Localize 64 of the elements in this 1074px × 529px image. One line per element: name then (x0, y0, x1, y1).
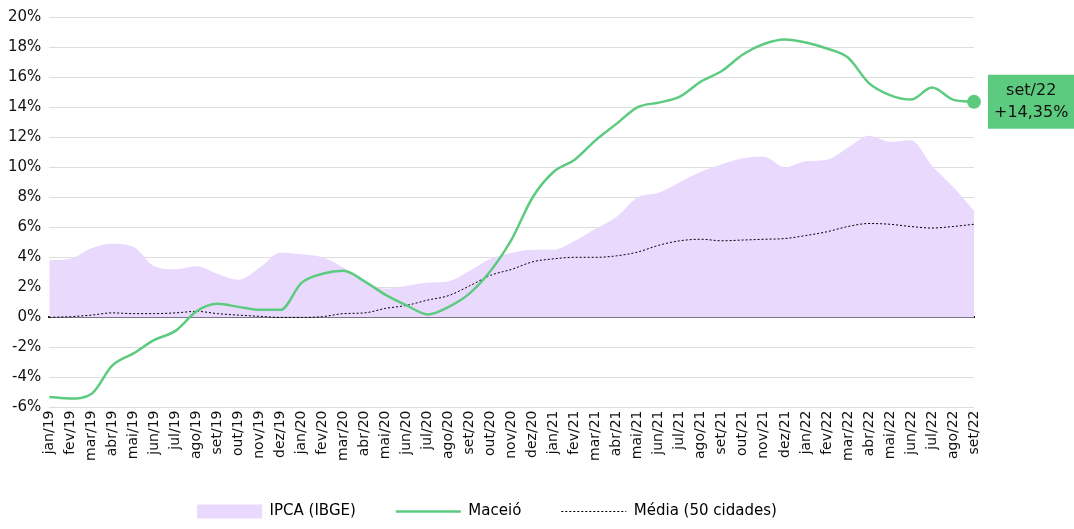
y-tick-label: 20% (8, 6, 42, 25)
x-tick-label: abr/20 (355, 410, 372, 457)
x-tick-label: fev/22 (817, 410, 834, 455)
x-tick-label: jun/20 (397, 410, 414, 456)
x-tick-label: jan/20 (292, 410, 309, 456)
legend-label: IPCA (IBGE) (269, 501, 356, 520)
y-tick-label: 10% (8, 157, 42, 176)
x-tick-label: jul/21 (670, 410, 687, 451)
y-tick-label: -6% (12, 397, 42, 416)
y-tick-label: 16% (8, 66, 42, 85)
y-tick-label: -4% (12, 367, 42, 386)
x-tick-label: jul/22 (922, 410, 939, 451)
x-tick-label: abr/21 (607, 410, 624, 457)
x-tick-label: mar/22 (838, 410, 855, 462)
x-tick-label: out/20 (481, 410, 498, 456)
y-tick-label: 8% (17, 187, 42, 206)
y-tick-label: 14% (8, 97, 42, 116)
x-tick-label: abr/19 (103, 410, 120, 457)
x-tick-label: mai/21 (628, 410, 645, 460)
x-tick-label: ago/21 (691, 410, 708, 460)
y-tick-label: 4% (17, 247, 42, 266)
x-tick-label: jan/19 (39, 410, 56, 456)
x-tick-label: mai/22 (880, 410, 897, 460)
y-tick-label: 18% (8, 36, 42, 55)
x-tick-label: jan/21 (544, 410, 561, 456)
x-tick-label: set/22 (964, 410, 981, 455)
x-tick-label: mar/21 (586, 410, 603, 462)
x-tick-label: nov/21 (754, 410, 771, 459)
y-tick-label: 0% (17, 307, 42, 326)
y-tick-label: 2% (17, 277, 42, 296)
y-tick-label: 6% (17, 217, 42, 236)
annotation: set/22 +14,35% (994, 80, 1069, 122)
x-tick-label: dez/20 (523, 410, 540, 458)
x-tick-label: jun/19 (145, 410, 162, 456)
x-tick-label: dez/21 (775, 410, 792, 458)
legend-label: Maceió (468, 501, 522, 520)
x-tick-label: nov/20 (502, 410, 519, 459)
x-tick-label: set/19 (208, 410, 225, 455)
y-tick-label: 12% (8, 127, 42, 146)
x-tick-label: ago/22 (943, 410, 960, 460)
x-tick-label: ago/20 (439, 410, 456, 460)
x-tick-label: out/21 (733, 410, 750, 456)
x-tick-label: dez/19 (271, 410, 288, 458)
legend-label: Média (50 cidades) (633, 501, 777, 520)
x-tick-label: set/20 (460, 410, 477, 455)
x-tick-label: ago/19 (187, 410, 204, 460)
x-tick-label: abr/22 (859, 410, 876, 457)
x-tick-label: mar/20 (334, 410, 351, 462)
x-tick-label: jun/21 (649, 410, 666, 456)
x-tick-label: nov/19 (250, 410, 267, 459)
x-tick-label: jan/22 (796, 410, 813, 456)
line-series (48, 223, 975, 318)
x-tick-label: jul/20 (418, 410, 435, 451)
y-tick-label: -2% (12, 337, 42, 356)
x-tick-label: out/19 (229, 410, 246, 456)
x-tick-label: mar/19 (82, 410, 99, 462)
x-tick-label: jun/22 (901, 410, 918, 456)
x-tick-label: mai/20 (376, 410, 393, 460)
x-tick-label: mai/19 (124, 410, 141, 460)
x-tick-label: set/21 (712, 410, 729, 455)
x-tick-label: jul/19 (166, 410, 183, 451)
x-tick-label: fev/20 (313, 410, 330, 455)
x-tick-label: fev/19 (61, 410, 77, 455)
x-tick-label: fev/21 (565, 410, 582, 455)
